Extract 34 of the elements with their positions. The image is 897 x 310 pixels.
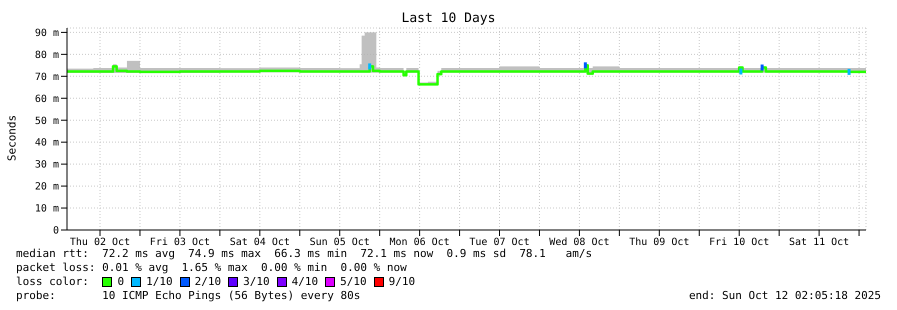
y-tick-label: 70 m	[34, 72, 59, 83]
y-tick-label: 90 m	[34, 28, 59, 39]
y-tick-label: 50 m	[34, 116, 59, 127]
x-tick-label: Fri 10 Oct	[709, 237, 770, 248]
x-tick-label: Fri 03 Oct	[150, 237, 210, 248]
legend-label: 5/10	[340, 275, 367, 289]
text: median rtt: 72.2 ms avg 74.9 ms max 66.3 ms min 72.1 ms now 0.9 ms sd 78.1 am/s	[16, 247, 594, 261]
y-tick-label: 0	[52, 226, 59, 237]
x-tick-label: Sat 11 Oct	[789, 237, 850, 248]
x-tick-label: Tue 07 Oct	[469, 237, 530, 248]
y-tick-label: 60 m	[34, 94, 59, 105]
y-tick-label: 30 m	[34, 160, 59, 171]
y-tick-label: 40 m	[34, 138, 59, 149]
y-tick-label: 20 m	[34, 182, 59, 193]
legend-label: 0	[117, 275, 124, 289]
x-tick-label: Mon 06 Oct	[390, 237, 450, 248]
y-tick-label: 10 m	[34, 204, 59, 215]
x-tick-label: Thu 02 Oct	[70, 237, 130, 248]
x-tick-label: Sun 05 Oct	[310, 237, 370, 248]
legend-label: 2/10	[194, 275, 222, 289]
text: probe: 10 ICMP Echo Pings (56 Bytes) every 80s	[16, 289, 360, 303]
x-tick-label: Sat 04 Oct	[230, 237, 290, 248]
text: packet loss: 0.01 % avg 1.65 % max 0.00 % min 0.00 % now	[16, 261, 408, 275]
legend-label: 9/10	[388, 275, 416, 289]
x-tick-label: Wed 08 Oct	[549, 237, 610, 248]
legend-title: loss color:	[16, 275, 90, 289]
text: end: Sun Oct 12 02:05:18 2025	[688, 289, 881, 303]
chart-title: Last 10 Days	[400, 11, 496, 26]
x-tick-label: Thu 09 Oct	[629, 237, 690, 248]
legend-label: 4/10	[292, 275, 318, 289]
legend-label: 3/10	[243, 275, 270, 289]
y-tick-label: 80 m	[34, 50, 59, 61]
legend-label: 1/10	[146, 275, 173, 289]
y-axis-title: Seconds	[6, 114, 18, 162]
